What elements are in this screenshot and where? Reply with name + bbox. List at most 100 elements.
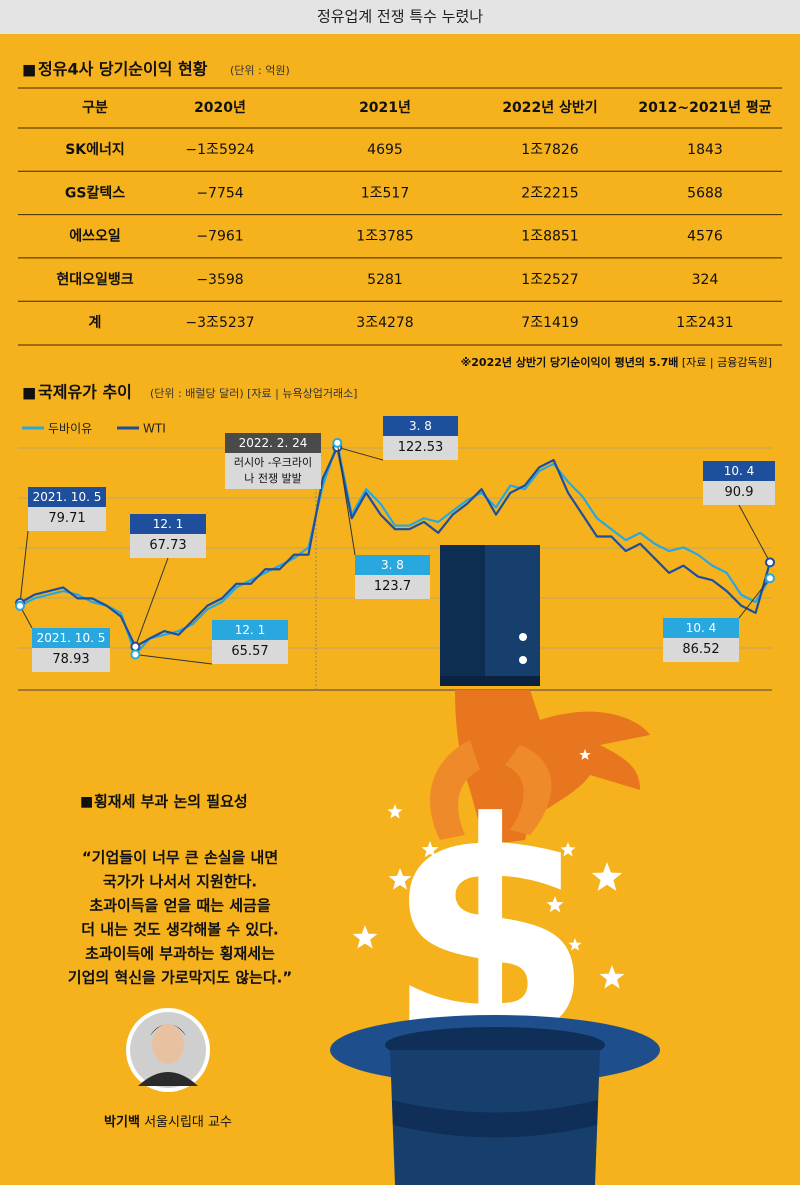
source: [자료 | 금융감독원] [682,356,772,369]
table-cell: 1조2527 [521,272,578,288]
table-unit: (단위 : 억원) [230,64,290,77]
table-note: ※2022년 상반기 당기순이익이 평년의 5.7배 [자료 | 금융감독원] [461,355,772,369]
leader-line [134,557,169,647]
table-cell: 1조7826 [521,142,579,158]
annotation-value: 123.7 [355,575,430,599]
table-cell: 4576 [687,229,723,245]
table-cell: −7961 [196,229,243,245]
table-cell: −1조5924 [185,142,254,158]
star [387,804,403,819]
annotation-box: 12. 1 65.57 [212,620,288,664]
annotation-box: 2021. 10. 5 78.93 [32,628,110,672]
table-cell: −7754 [196,185,243,201]
star [352,925,378,949]
leader-line [738,504,771,563]
star [421,841,439,858]
header-bar [0,0,800,34]
point [130,649,141,660]
annotation-date: 12. 1 [212,620,288,640]
bullet: ■ [22,384,36,402]
table-cell: 7조1419 [521,315,578,331]
page-title: 정유업계 전쟁 특수 누렸나 [317,8,483,26]
annotation-box: 10. 4 86.52 [663,618,739,662]
illustration: $ [330,545,660,1185]
annotation-date: 2021. 10. 5 [32,628,110,648]
row-header: GS칼텍스 [65,184,125,201]
quote-line: 기업의 혁신을 가로막지도 않는다.” [68,969,292,987]
table-cell: 324 [692,272,719,288]
event-box: 2022. 2. 24 러시아 -우크라이나 전쟁 발발 [225,433,321,489]
star [599,965,625,989]
annotation-value: 90.9 [703,481,775,505]
annotation-date: 12. 1 [130,514,206,534]
annotation-value: 79.71 [28,507,106,531]
chart-subtitle: (단위 : 배럴당 달러) [자료 | 뉴욕상업거래소] [150,387,357,400]
row-header: 에쓰오일 [69,229,121,245]
table-cell: 3조4278 [356,315,413,331]
event-text: 러시아 -우크라이나 전쟁 발발 [225,453,321,489]
annotation-value: 78.93 [32,648,110,672]
quote-line: 더 내는 것도 생각해볼 수 있다. [81,921,278,939]
speaker: 박기백 서울시립대 교수 [104,1114,232,1130]
quote-line: 초과이득을 얻을 때는 세금을 [89,897,270,915]
point [15,600,25,611]
annotation-value: 65.57 [212,640,288,664]
bullet: ■ [80,794,93,810]
series-line [19,446,772,648]
leader-line [19,530,29,604]
point [332,437,343,448]
quote-line: “기업들이 너무 큰 손실을 내면 [82,849,278,867]
bullet: ■ [22,61,36,79]
point [765,557,775,568]
event-date: 2022. 2. 24 [225,433,321,453]
annotation-box: 2021. 10. 5 79.71 [28,487,106,531]
star [579,749,591,760]
annotation-date: 3. 8 [355,555,430,575]
row-header: 계 [89,315,102,331]
annotation-date: 10. 4 [703,461,775,481]
star [568,938,582,951]
table-cell: 1조517 [361,185,410,201]
legend-label: 두바이유 [48,422,92,436]
annotation-value: 122.53 [383,436,458,460]
speaker-affiliation: 서울시립대 교수 [144,1115,232,1130]
column-header: 2012~2021년 평균 [638,99,771,116]
column-header: 구분 [82,100,108,116]
annotation-box: 12. 1 67.73 [130,514,206,558]
legend-label: WTI [143,422,166,436]
column-header: 2021년 [359,100,411,116]
point [765,573,775,584]
table-cell: −3조5237 [185,315,254,331]
table-cell: 1조2431 [676,315,733,331]
quote-line: 초과이득에 부과하는 횡재세는 [85,945,275,963]
table-title: 정유4사 당기순이익 현황 [38,60,208,79]
table-cell: 4695 [367,142,403,158]
table-cell: 5281 [367,272,403,288]
row-header: 현대오일뱅크 [56,272,133,288]
leader-line [738,577,771,619]
column-header: 2020년 [194,100,246,116]
leader-line [337,446,384,461]
table-cell: 5688 [687,185,723,201]
table-cell: 2조2215 [521,185,578,201]
annotation-box: 3. 8 122.53 [383,416,458,460]
note: ※2022년 상반기 당기순이익이 평년의 5.7배 [461,355,679,369]
chart-title: 국제유가 추이 [38,383,132,402]
speaker-name: 박기백 [104,1114,140,1130]
star [388,868,412,890]
annotation-date: 10. 4 [663,618,739,638]
series-line [19,441,771,656]
quote-title: 횡재세 부과 논의 필요성 [94,793,248,811]
annotation-date: 2021. 10. 5 [28,487,106,507]
leader-line [135,654,213,665]
star [560,842,576,857]
table-cell: −3598 [196,272,243,288]
column-header: 2022년 상반기 [502,99,597,116]
table-cell: 1조3785 [356,229,413,245]
leader-line [336,442,356,556]
table-cell: 1843 [687,142,723,158]
annotation-value: 86.52 [663,638,739,662]
annotation-box: 10. 4 90.9 [703,461,775,505]
